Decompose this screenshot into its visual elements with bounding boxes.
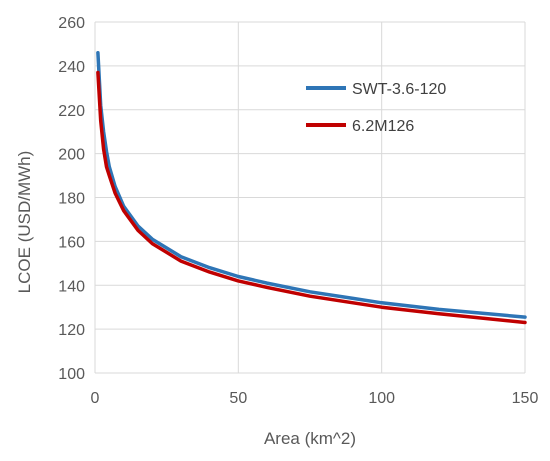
gridlines	[94, 21, 526, 374]
y-tick-label: 220	[58, 103, 85, 120]
y-tick-label: 140	[58, 278, 85, 295]
series-line-1	[96, 70, 527, 325]
x-tick-label: 150	[512, 390, 539, 407]
y-axis-title: LCOE (USD/MWh)	[15, 151, 34, 294]
legend-label-6-2m126: 6.2M126	[352, 118, 414, 135]
y-tick-label: 180	[58, 191, 85, 208]
y-tick-label: 120	[58, 322, 85, 339]
x-tick-label: 100	[368, 390, 395, 407]
x-tick-label: 0	[91, 390, 100, 407]
x-axis-title: Area (km^2)	[264, 429, 356, 448]
y-tick-label: 240	[58, 59, 85, 76]
y-axis-ticks: 100 120 140 160 180 200 220 240 260	[58, 15, 85, 383]
y-tick-label: 200	[58, 147, 85, 164]
y-tick-label: 160	[58, 234, 85, 251]
y-tick-label: 100	[58, 366, 85, 383]
x-axis-ticks: 0 50 100 150	[91, 390, 539, 407]
series-lines	[96, 50, 527, 325]
x-tick-label: 50	[229, 390, 247, 407]
legend-label-swt: SWT-3.6-120	[352, 81, 446, 98]
y-tick-label: 260	[58, 15, 85, 32]
legend: SWT-3.6-120 6.2M126	[306, 81, 446, 135]
series-line-0	[96, 50, 527, 319]
